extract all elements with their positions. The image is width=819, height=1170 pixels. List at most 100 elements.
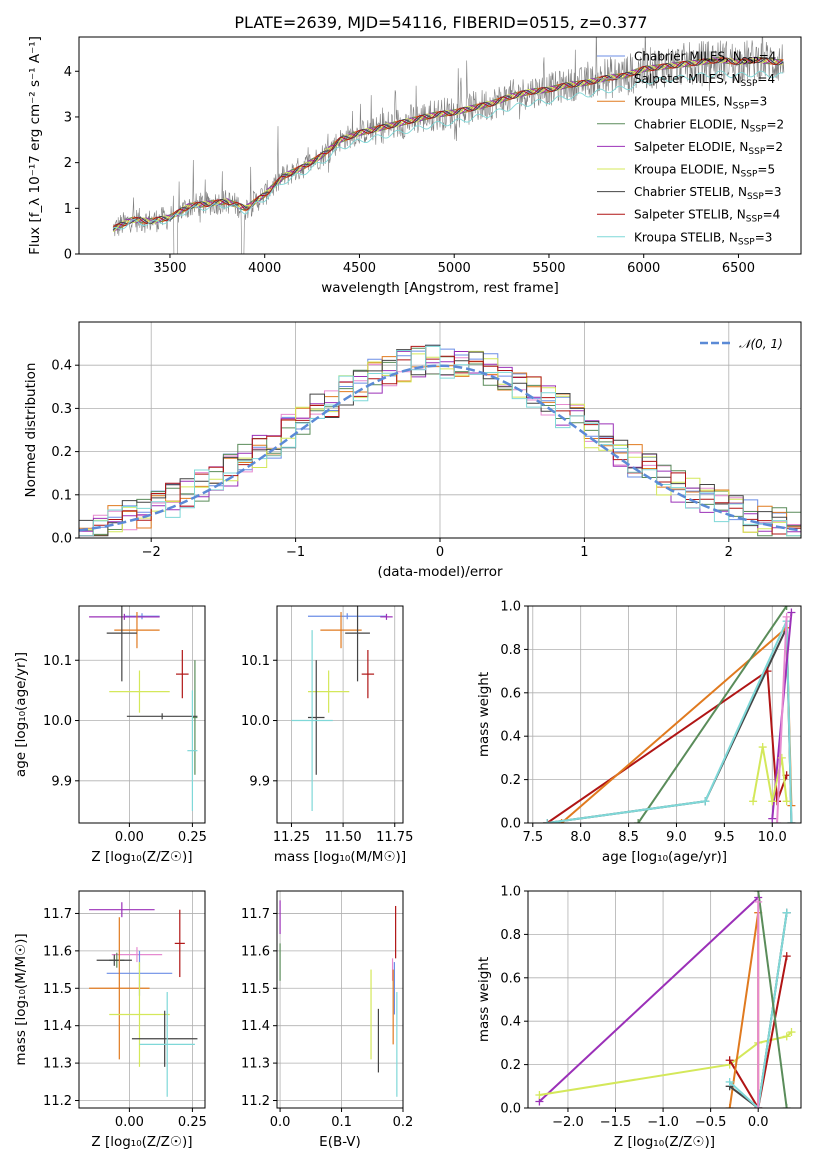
marker-plus (782, 952, 791, 961)
age-vs-mass-ticks: 11.25 11.50 11.75 9.9 10.0 10.1 (241, 654, 413, 845)
mass-vs-EBV-xlabel: E(B-V) (319, 1134, 361, 1150)
mass-vs-EBV-xtick-label: 0.0 (270, 1115, 291, 1130)
marker-plus (701, 797, 710, 806)
age-vs-Z-ytick-label: 10.1 (43, 654, 72, 669)
mass-vs-Z-ylabel: mass [log₁₀(M/M☉)] (13, 933, 29, 1065)
series-pink (776, 616, 788, 823)
mass-vs-EBV-ytick-label: 11.3 (241, 1057, 270, 1072)
age-vs-Z-frame (78, 605, 206, 824)
massweight-vs-age-xtick-label: 8.0 (570, 830, 591, 845)
panel-massweight-vs-Z: −2.0 −1.5 −1.0 −0.5 0.0 0.0 0.2 0.4 0.6 0.8 1.0 Z [… (476, 885, 802, 1150)
massweight-vs-Z-xtick-label: −1.5 (600, 1115, 632, 1130)
age-vs-Z-ytick-label: 9.9 (51, 774, 72, 789)
spectrum-xtick-label: 5000 (438, 261, 471, 276)
massweight-vs-age-xtick-label: 8.5 (618, 830, 639, 845)
spectrum-xtick-label: 6500 (722, 261, 755, 276)
residuals-ytick-label: 0.0 (51, 532, 72, 547)
massweight-vs-age-ticks: 7.5 8.0 8.5 9.0 9.5 10.0 0.0 0.2 0.4 0.6 0.8 1.0 (500, 600, 786, 846)
figure-title: PLATE=2639, MJD=54116, FIBERID=0515, z=0… (234, 13, 647, 32)
residuals-xtick-label: 2 (725, 545, 733, 560)
panel-massweight-vs-age: 7.5 8.0 8.5 9.0 9.5 10.0 0.0 0.2 0.4 0.6 0.8 1.0 age… (476, 600, 802, 865)
mass-vs-Z-xlabel: Z [log₁₀(Z/Z☉)] (91, 1134, 192, 1150)
mass-vs-Z-frame (78, 890, 206, 1109)
age-vs-Z-plot-area (89, 606, 198, 811)
hist-kroupa-stelib (79, 345, 801, 538)
massweight-vs-Z-xtick-label: −1.0 (647, 1115, 679, 1130)
panel-age-vs-mass: 11.25 11.50 11.75 9.9 10.0 10.1 mass [log₁₀(M/… (241, 605, 413, 865)
mass-vs-EBV-ytick-label: 11.2 (241, 1094, 270, 1109)
marker-plus (782, 606, 791, 610)
massweight-vs-Z-ytick-label: 0.2 (500, 1058, 521, 1073)
residuals-xlabel: (data-model)/error (377, 564, 503, 580)
massweight-vs-Z-ytick-label: 1.0 (500, 885, 521, 900)
massweight-vs-age-ylabel: mass weight (476, 672, 492, 757)
mass-vs-EBV-xtick-label: 0.1 (331, 1115, 352, 1130)
legend-label: Chabrier STELIB, NSSP=3 (634, 185, 782, 202)
series-salpeter-stelib (546, 669, 788, 823)
marker-plus (754, 1104, 763, 1108)
mass-vs-EBV-plot-area (279, 900, 398, 1097)
age-vs-mass-xlabel: mass [log₁₀(M/M☉)] (274, 849, 406, 865)
marker-plus (543, 819, 552, 823)
marker-plus (749, 797, 758, 806)
spectrum-xtick-label: 5500 (532, 261, 565, 276)
massweight-vs-Z-ylabel: mass weight (476, 957, 492, 1042)
series-chabrier-elodie (637, 606, 788, 823)
marker-plus (725, 1104, 734, 1108)
mass-vs-EBV-xtick-label: 0.2 (393, 1115, 414, 1130)
mass-vs-Z-ytick-label: 11.3 (43, 1057, 72, 1072)
massweight-vs-age-xtick-label: 7.5 (522, 830, 543, 845)
spectrum-ytick-label: 2 (64, 156, 72, 171)
spectrum-frame (78, 36, 802, 255)
marker-plus (782, 1104, 791, 1108)
residuals-ytick-label: 0.2 (51, 445, 72, 460)
mass-vs-Z-xtick-label: 0.25 (178, 1115, 207, 1130)
mass-vs-EBV-ticks: 0.0 0.1 0.2 11.2 11.3 11.4 11.5 11.6 11.7 (241, 907, 413, 1130)
marker-plus (768, 797, 777, 806)
panel-residuals: 𝒩(0, 1) −2 −1 0 1 2 0.0 0.1 0.2 0.3 0.4 (data-model… (23, 321, 802, 580)
massweight-vs-Z-xtick-label: −0.5 (695, 1115, 727, 1130)
mass-vs-Z-ytick-label: 11.4 (43, 1019, 72, 1034)
residuals-ylabel: Normed distribution (23, 363, 39, 498)
marker-plus (725, 1056, 734, 1065)
series-salpeter-stelib (728, 955, 788, 1108)
age-vs-mass-xtick-label: 11.25 (273, 830, 310, 845)
legend-label: Salpeter MILES, NSSP=4 (634, 72, 775, 89)
legend-label: Kroupa MILES, NSSP=3 (634, 95, 767, 112)
massweight-vs-age-xtick-label: 10.0 (758, 830, 787, 845)
model-kroupa-stelib (112, 70, 784, 230)
massweight-vs-Z-ytick-label: 0.6 (500, 971, 521, 986)
massweight-vs-Z-xtick-label: 0.0 (748, 1115, 769, 1130)
massweight-vs-Z-xlabel: Z [log₁₀(Z/Z☉)] (614, 1134, 715, 1150)
series-salpeter-elodie (538, 896, 759, 1103)
legend-label: Chabrier MILES, NSSP=4 (634, 50, 776, 67)
age-vs-Z-xtick-label: 0.25 (178, 830, 207, 845)
age-vs-Z-xtick-label: 0.00 (115, 830, 144, 845)
massweight-vs-Z-plot-area (535, 891, 796, 1108)
spectrum-ytick-label: 3 (64, 110, 72, 125)
spectrum-ytick-label: 4 (64, 65, 72, 80)
spectrum-xtick-label: 6000 (627, 261, 660, 276)
marker-plus (768, 814, 777, 823)
massweight-vs-Z-ticks: −2.0 −1.5 −1.0 −0.5 0.0 0.0 0.2 0.4 0.6 0.8 1.0 (500, 885, 768, 1131)
residuals-ytick-label: 0.4 (51, 359, 72, 374)
mass-vs-EBV-ytick-label: 11.5 (241, 982, 270, 997)
series-chabrier-elodie (757, 891, 788, 1108)
spectrum-xtick-label: 4500 (343, 261, 376, 276)
massweight-vs-age-ytick-label: 0.2 (500, 773, 521, 788)
residuals-xtick-label: 0 (436, 545, 444, 560)
mass-vs-Z-ytick-label: 11.7 (43, 907, 72, 922)
massweight-vs-Z-ytick-label: 0.8 (500, 928, 521, 943)
marker-plus (773, 819, 782, 823)
series-kroupa-elodie (539, 1031, 793, 1096)
spectrum-ytick-label: 0 (64, 248, 72, 263)
mass-vs-EBV-ytick-label: 11.4 (241, 1019, 270, 1034)
mass-vs-EBV-ytick-label: 11.6 (241, 944, 270, 959)
mass-vs-Z-plot-area (89, 902, 198, 1097)
series-kroupa-miles (728, 912, 760, 1108)
legend-label: Chabrier ELODIE, NSSP=2 (634, 117, 784, 134)
massweight-vs-age-xlabel: age [log₁₀(age/yr)] (602, 849, 727, 865)
spectrum-ytick-label: 1 (64, 202, 72, 217)
massweight-vs-age-frame (527, 605, 802, 824)
